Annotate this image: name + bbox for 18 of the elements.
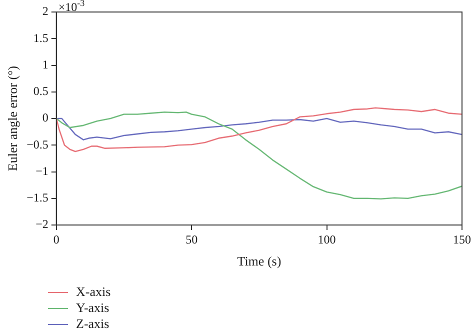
legend-label: Y-axis: [76, 300, 110, 316]
y-tick-label: −1.5: [26, 190, 48, 205]
y-tick-label: 0: [42, 110, 48, 125]
y-tick-label: −1: [36, 164, 48, 178]
y-tick-label: −0.5: [26, 137, 48, 152]
y-axis-title: Euler angle error (°): [5, 66, 20, 172]
y-tick-label: 1.5: [33, 30, 48, 45]
x-tick-label: 100: [318, 232, 336, 246]
legend-label: X-axis: [76, 284, 111, 300]
x-tick-label: 0: [53, 232, 60, 246]
legend-label: Z-axis: [76, 316, 110, 332]
x-tick-label: 150: [453, 232, 471, 246]
y-tick-label: 1: [42, 57, 48, 72]
y-tick-label: 2: [42, 4, 48, 18]
y-tick-label: 0.5: [33, 84, 48, 98]
y-tick-label: −2: [36, 217, 48, 232]
x-axis-title: Time (s): [237, 254, 282, 269]
x-tick-label: 50: [186, 232, 198, 246]
